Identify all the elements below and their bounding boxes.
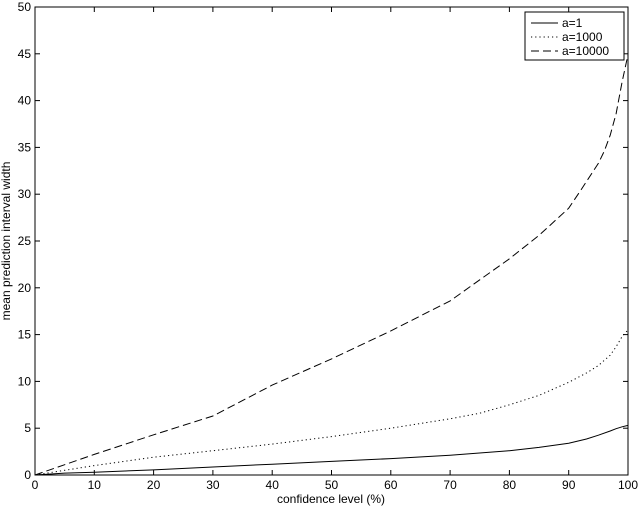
- y-tick-label: 25: [18, 234, 32, 248]
- y-tick-label: 10: [18, 374, 32, 388]
- series-line-2: [34, 329, 629, 476]
- x-tick-label: 70: [443, 478, 457, 492]
- y-tick-label: 15: [18, 328, 32, 342]
- legend-label-3: a=10000: [562, 44, 609, 58]
- y-tick-label: 50: [18, 0, 32, 14]
- x-tick-label: 60: [384, 478, 398, 492]
- series-layer: [34, 54, 629, 476]
- legend-box: [524, 11, 625, 61]
- x-tick-label: 50: [325, 478, 339, 492]
- legend-label-1: a=1: [562, 16, 583, 30]
- x-axis-ticks: 0 10 20 30 40 50 60 70 80 90 100: [32, 7, 638, 492]
- x-tick-label: 10: [88, 478, 102, 492]
- y-tick-label: 5: [24, 421, 31, 435]
- x-axis-label: confidence level (%): [277, 492, 385, 506]
- x-tick-label: 20: [147, 478, 161, 492]
- series-line-3: [34, 54, 629, 476]
- x-tick-label: 0: [32, 478, 39, 492]
- y-axis-label: mean prediction interval width: [0, 162, 13, 321]
- x-tick-label: 30: [206, 478, 220, 492]
- x-tick-label: 80: [503, 478, 517, 492]
- y-axis-ticks: 0 5 10 15 20 25 30 35 40 45 50: [18, 0, 628, 482]
- y-tick-label: 30: [18, 187, 32, 201]
- legend-label-2: a=1000: [562, 30, 603, 44]
- y-tick-label: 0: [24, 468, 31, 482]
- y-tick-label: 40: [18, 94, 32, 108]
- y-tick-label: 45: [18, 47, 32, 61]
- y-tick-label: 20: [18, 281, 32, 295]
- plot-background: [35, 7, 628, 475]
- x-tick-label: 90: [562, 478, 576, 492]
- x-tick-label: 100: [618, 478, 638, 492]
- y-tick-label: 35: [18, 140, 32, 154]
- series-line-1: [34, 424, 629, 476]
- x-tick-label: 40: [266, 478, 280, 492]
